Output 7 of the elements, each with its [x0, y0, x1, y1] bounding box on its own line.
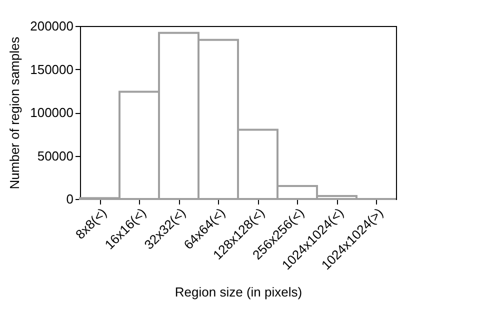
y-tick-label: 0	[66, 192, 74, 206]
y-tick-label: 200000	[30, 18, 74, 34]
y-tick-label: 100000	[30, 105, 74, 120]
y-axis-title: Number of region samples	[7, 36, 22, 190]
y-tick-label: 150000	[30, 62, 74, 77]
y-tick-label: 50000	[37, 148, 74, 164]
x-axis-title: Region size (in pixels)	[174, 284, 302, 300]
